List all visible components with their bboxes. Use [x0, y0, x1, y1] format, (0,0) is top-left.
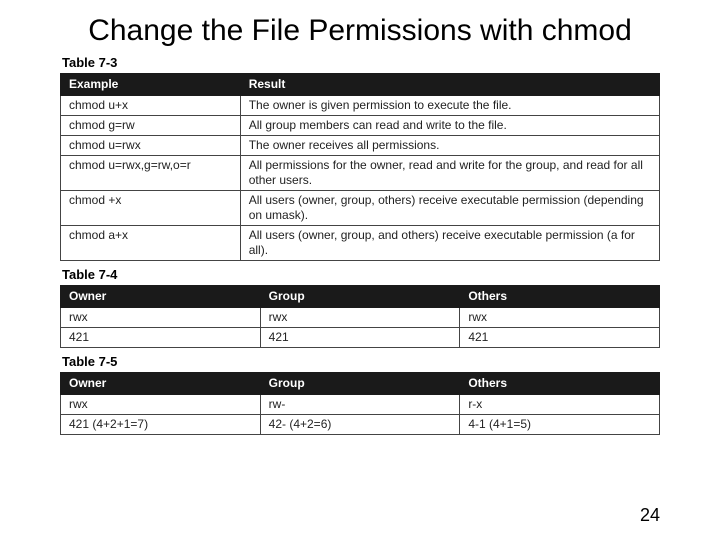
- table-row: rwx rw- r-x: [61, 394, 660, 414]
- t74-h0: Owner: [61, 285, 261, 307]
- t73-r1c1: All group members can read and write to …: [240, 115, 659, 135]
- t73-h1: Result: [240, 73, 659, 95]
- t75-h2: Others: [460, 372, 660, 394]
- table-7-4-label: Table 7-4: [62, 267, 660, 282]
- t74-r0c0: rwx: [61, 307, 261, 327]
- t74-r0c2: rwx: [460, 307, 660, 327]
- table-row: chmod a+x All users (owner, group, and o…: [61, 225, 660, 260]
- t75-r1c2: 4-1 (4+1=5): [460, 414, 660, 434]
- table-row: chmod g=rw All group members can read an…: [61, 115, 660, 135]
- page-title: Change the File Permissions with chmod: [60, 14, 660, 49]
- table-row: 421 (4+2+1=7) 42- (4+2=6) 4-1 (4+1=5): [61, 414, 660, 434]
- t73-r4c0: chmod +x: [61, 190, 241, 225]
- table-row: chmod u+x The owner is given permission …: [61, 95, 660, 115]
- t74-h2: Others: [460, 285, 660, 307]
- t73-r3c0: chmod u=rwx,g=rw,o=r: [61, 155, 241, 190]
- table-row: rwx rwx rwx: [61, 307, 660, 327]
- table-7-4: Owner Group Others rwx rwx rwx 421 421 4…: [60, 285, 660, 348]
- t75-r0c2: r-x: [460, 394, 660, 414]
- table-7-3-label: Table 7-3: [62, 55, 660, 70]
- t73-r4c1: All users (owner, group, others) receive…: [240, 190, 659, 225]
- t74-r1c2: 421: [460, 327, 660, 347]
- t73-r0c0: chmod u+x: [61, 95, 241, 115]
- t73-r2c1: The owner receives all permissions.: [240, 135, 659, 155]
- t74-r1c0: 421: [61, 327, 261, 347]
- t74-r0c1: rwx: [260, 307, 460, 327]
- t73-h0: Example: [61, 73, 241, 95]
- t75-r1c1: 42- (4+2=6): [260, 414, 460, 434]
- table-7-5-label: Table 7-5: [62, 354, 660, 369]
- t73-r0c1: The owner is given permission to execute…: [240, 95, 659, 115]
- t75-h0: Owner: [61, 372, 261, 394]
- t75-h1: Group: [260, 372, 460, 394]
- table-row: chmod +x All users (owner, group, others…: [61, 190, 660, 225]
- table-row: 421 421 421: [61, 327, 660, 347]
- slide: Change the File Permissions with chmod T…: [0, 0, 720, 435]
- t75-r0c1: rw-: [260, 394, 460, 414]
- table-7-3: Example Result chmod u+x The owner is gi…: [60, 73, 660, 261]
- table-row: chmod u=rwx,g=rw,o=r All permissions for…: [61, 155, 660, 190]
- t75-r1c0: 421 (4+2+1=7): [61, 414, 261, 434]
- t73-r1c0: chmod g=rw: [61, 115, 241, 135]
- t73-r5c1: All users (owner, group, and others) rec…: [240, 225, 659, 260]
- t74-h1: Group: [260, 285, 460, 307]
- table-row: chmod u=rwx The owner receives all permi…: [61, 135, 660, 155]
- t73-r5c0: chmod a+x: [61, 225, 241, 260]
- page-number: 24: [640, 505, 660, 526]
- table-7-5: Owner Group Others rwx rw- r-x 421 (4+2+…: [60, 372, 660, 435]
- t73-r3c1: All permissions for the owner, read and …: [240, 155, 659, 190]
- t73-r2c0: chmod u=rwx: [61, 135, 241, 155]
- t74-r1c1: 421: [260, 327, 460, 347]
- t75-r0c0: rwx: [61, 394, 261, 414]
